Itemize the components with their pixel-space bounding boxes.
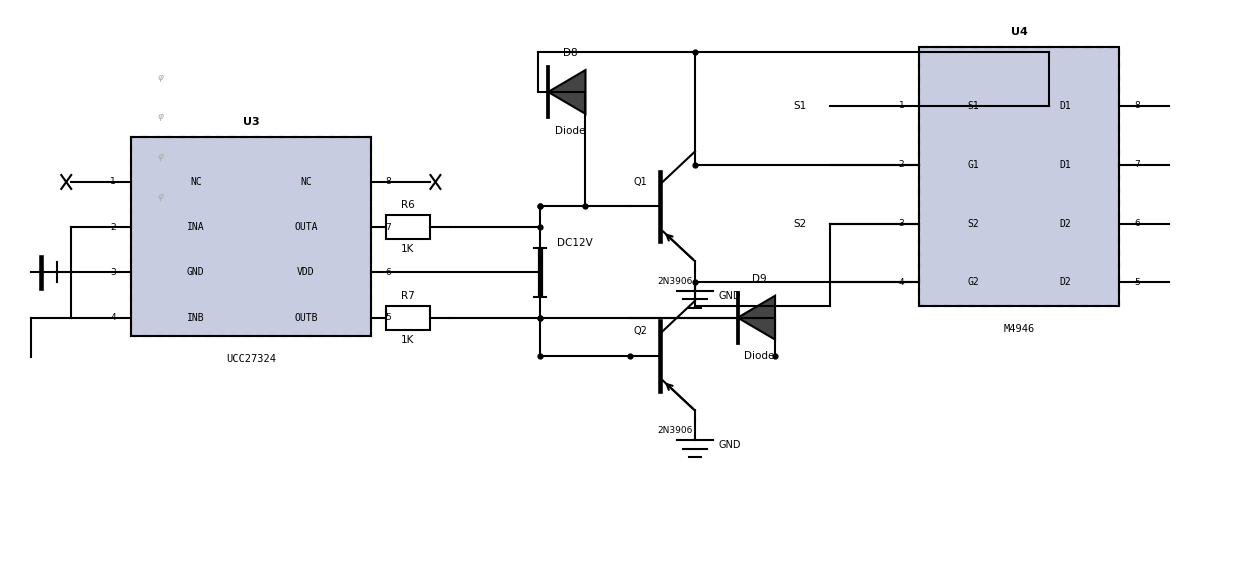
Text: φ: φ bbox=[157, 112, 164, 122]
Text: 3: 3 bbox=[110, 268, 117, 277]
Text: OUTB: OUTB bbox=[294, 313, 317, 323]
Text: 7: 7 bbox=[1133, 160, 1140, 169]
Text: 2N3906: 2N3906 bbox=[657, 426, 693, 435]
Bar bbox=[386, 215, 430, 239]
Bar bbox=[386, 306, 430, 329]
Text: Diode: Diode bbox=[556, 126, 585, 136]
Text: 1: 1 bbox=[110, 177, 117, 187]
Text: 8: 8 bbox=[1133, 101, 1140, 111]
Text: M4946: M4946 bbox=[1003, 324, 1034, 334]
Text: D9: D9 bbox=[753, 274, 768, 284]
Text: 4: 4 bbox=[110, 313, 117, 322]
Text: DC12V: DC12V bbox=[557, 237, 593, 248]
Text: D1: D1 bbox=[1059, 101, 1071, 111]
Text: 1K: 1K bbox=[402, 244, 414, 254]
Text: GND: GND bbox=[718, 440, 742, 450]
Text: U4: U4 bbox=[1011, 27, 1028, 37]
Text: φ: φ bbox=[157, 73, 164, 82]
Text: UCC27324: UCC27324 bbox=[226, 354, 275, 363]
Text: 5: 5 bbox=[386, 313, 392, 322]
Text: S2: S2 bbox=[792, 218, 806, 229]
Text: NC: NC bbox=[300, 177, 311, 187]
Text: S1: S1 bbox=[792, 101, 806, 111]
Bar bbox=[131, 137, 371, 336]
Text: D2: D2 bbox=[1059, 218, 1071, 229]
Bar bbox=[131, 137, 371, 336]
Text: φ: φ bbox=[157, 192, 164, 201]
Text: 2: 2 bbox=[899, 160, 904, 169]
Bar bbox=[919, 47, 1118, 306]
Text: 2: 2 bbox=[110, 223, 117, 232]
Bar bbox=[919, 47, 1118, 306]
Text: 1: 1 bbox=[899, 101, 904, 111]
Text: S2: S2 bbox=[967, 218, 980, 229]
Text: D1: D1 bbox=[1059, 160, 1071, 170]
Text: U3: U3 bbox=[243, 117, 259, 127]
Text: φ: φ bbox=[157, 152, 164, 161]
Text: OUTA: OUTA bbox=[294, 222, 317, 232]
Text: 5: 5 bbox=[1133, 278, 1140, 287]
Text: D2: D2 bbox=[1059, 278, 1071, 287]
Text: INB: INB bbox=[187, 313, 205, 323]
Polygon shape bbox=[738, 296, 775, 340]
Text: D8: D8 bbox=[563, 48, 578, 58]
Text: 6: 6 bbox=[386, 268, 392, 277]
Text: Q2: Q2 bbox=[632, 326, 647, 336]
Text: S1: S1 bbox=[967, 101, 980, 111]
Text: R6: R6 bbox=[401, 200, 415, 210]
Text: Q1: Q1 bbox=[634, 176, 647, 187]
Text: 6: 6 bbox=[1133, 219, 1140, 228]
Text: 8: 8 bbox=[386, 177, 392, 187]
Text: G2: G2 bbox=[967, 278, 980, 287]
Text: Diode: Diode bbox=[744, 351, 775, 362]
Text: VDD: VDD bbox=[298, 267, 315, 278]
Text: G1: G1 bbox=[967, 160, 980, 170]
Text: 2N3906: 2N3906 bbox=[657, 276, 693, 286]
Text: 4: 4 bbox=[899, 278, 904, 287]
Text: GND: GND bbox=[718, 291, 742, 301]
Text: 3: 3 bbox=[899, 219, 904, 228]
Polygon shape bbox=[548, 70, 585, 114]
Text: NC: NC bbox=[190, 177, 202, 187]
Text: 1K: 1K bbox=[402, 335, 414, 344]
Text: INA: INA bbox=[187, 222, 205, 232]
Text: R7: R7 bbox=[401, 291, 415, 301]
Text: GND: GND bbox=[187, 267, 205, 278]
Text: 7: 7 bbox=[386, 223, 392, 232]
